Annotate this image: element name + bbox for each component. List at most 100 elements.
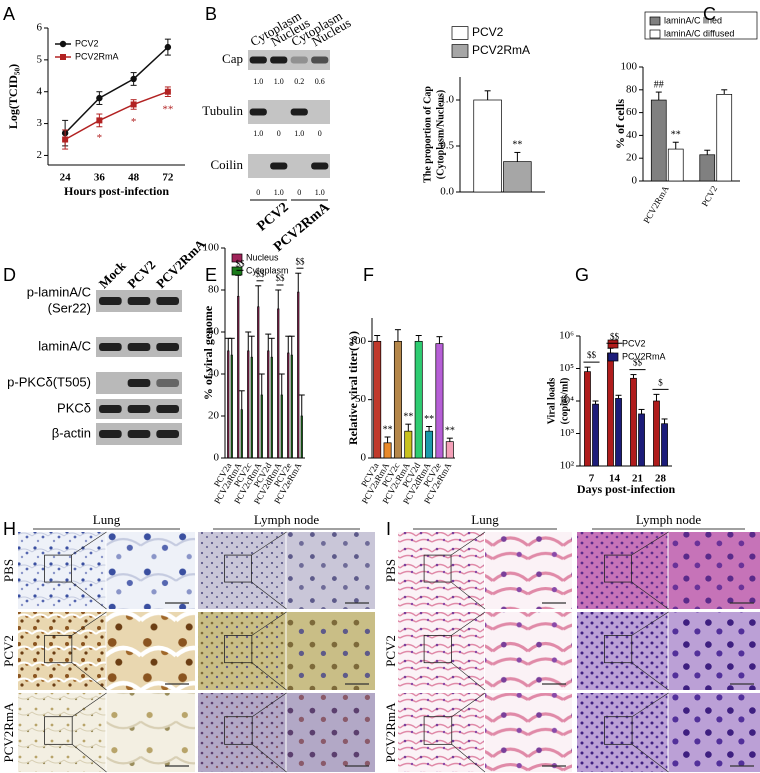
blot-band: [311, 162, 329, 170]
micrograph-zoom: [106, 693, 195, 772]
significance-label: $$: [296, 256, 306, 266]
y-axis-label: % of viral genome: [201, 305, 215, 400]
bar: [445, 441, 454, 459]
y-tick-label: 60: [626, 106, 638, 118]
bar: [699, 154, 716, 182]
blot-band: [99, 343, 122, 351]
y-tick-label: 20: [626, 152, 638, 164]
blot-band: [290, 56, 308, 64]
zoom-connector: [71, 662, 107, 691]
point: [62, 136, 69, 143]
bar: [615, 398, 622, 467]
bar: [425, 430, 434, 459]
zoom-connector: [631, 692, 669, 717]
y-tick-label: 50: [355, 393, 367, 405]
legend-swatch: [231, 253, 243, 263]
zoom-region: [44, 635, 73, 664]
zoom-connector: [251, 581, 287, 610]
blot-band: [156, 297, 179, 305]
zoom-connector: [631, 744, 669, 773]
blot-band: [249, 56, 267, 64]
significance-label: $$: [610, 331, 620, 341]
blot-band: [249, 108, 267, 116]
blot-band: [127, 379, 151, 387]
zoom-region: [423, 635, 452, 664]
blot-group-label: PCV2: [255, 200, 292, 234]
zoom-region: [224, 716, 253, 745]
bar: [630, 377, 637, 467]
blot-row-label: Coilin: [210, 157, 243, 172]
y-tick-label: 3: [37, 117, 43, 129]
bar: [393, 340, 402, 459]
micrograph: [577, 693, 668, 772]
panel-label: C: [703, 4, 716, 24]
x-axis-label: Hours post-infection: [64, 184, 169, 198]
point: [96, 117, 103, 124]
blot-quantification: 1.0: [315, 188, 325, 197]
legend-label: laminA/C lined: [664, 15, 722, 25]
y-tick-label: 100: [621, 61, 638, 73]
blot-quantification: 1.0: [253, 77, 263, 86]
legend-box: [644, 11, 758, 40]
blot-band: [127, 343, 151, 351]
blot-quantification: 1.0: [294, 129, 304, 138]
bar: [237, 295, 240, 459]
bar: [584, 371, 591, 467]
panel-label: I: [386, 519, 391, 539]
bar: [260, 394, 263, 459]
significance-label: **: [403, 411, 413, 422]
zoom-connector: [450, 531, 486, 556]
zoom-connector: [451, 662, 486, 691]
legend-swatch: [649, 16, 661, 26]
significance-label: $$: [276, 273, 286, 283]
significance-label: **: [445, 425, 455, 436]
blot-band: [99, 430, 122, 438]
y-axis-label: The proportion of Cap: [422, 86, 433, 183]
blot-quantification: 1.0: [274, 77, 284, 86]
panel-label: G: [575, 265, 589, 285]
zoom-connector: [71, 581, 107, 610]
significance-label: **: [383, 424, 393, 435]
bar: [230, 354, 233, 459]
blot-row-label: Tubulin: [202, 103, 243, 118]
column-header: Lung: [93, 512, 121, 527]
blot-band: [99, 405, 122, 413]
x-axis-label: Days post-infection: [577, 482, 676, 496]
zoom-connector: [72, 744, 107, 773]
micrograph: [198, 612, 286, 690]
point: [130, 75, 137, 83]
zoom-connector: [251, 611, 287, 636]
zoom-connector: [631, 662, 669, 691]
bar: [373, 340, 382, 459]
y-tick-label: 40: [626, 129, 638, 141]
legend-label: laminA/C diffused: [664, 28, 734, 38]
blot-row-label: p-PKCδ(T505): [7, 374, 91, 389]
zoom-region: [44, 554, 72, 583]
blot-band: [156, 405, 179, 413]
legend-swatch: [451, 26, 469, 40]
bar: [297, 291, 300, 459]
x-tick-label: 24: [60, 172, 72, 184]
bar: [247, 350, 250, 459]
x-tick-label: 72: [162, 172, 174, 184]
micrograph-zoom: [485, 612, 572, 690]
zoom-region: [44, 716, 73, 745]
bar: [227, 350, 230, 459]
zoom-connector: [252, 744, 287, 773]
micrograph-zoom: [106, 532, 195, 609]
bar: [280, 394, 283, 459]
y-tick-label: 100: [350, 335, 367, 347]
x-tick-label: PCV2: [700, 184, 720, 208]
micrograph-zoom: [668, 693, 760, 772]
zoom-connector: [451, 611, 486, 636]
zoom-region: [224, 554, 252, 583]
column-header: Lymph node: [254, 512, 320, 527]
y-tick-label: 100: [203, 242, 220, 254]
y-tick-label: 10²: [560, 460, 575, 472]
significance-label: ##: [654, 79, 664, 90]
panel-label: E: [205, 265, 217, 285]
legend-label: PCV2: [622, 338, 646, 348]
significance-label: *: [97, 132, 103, 144]
bar: [414, 340, 423, 459]
